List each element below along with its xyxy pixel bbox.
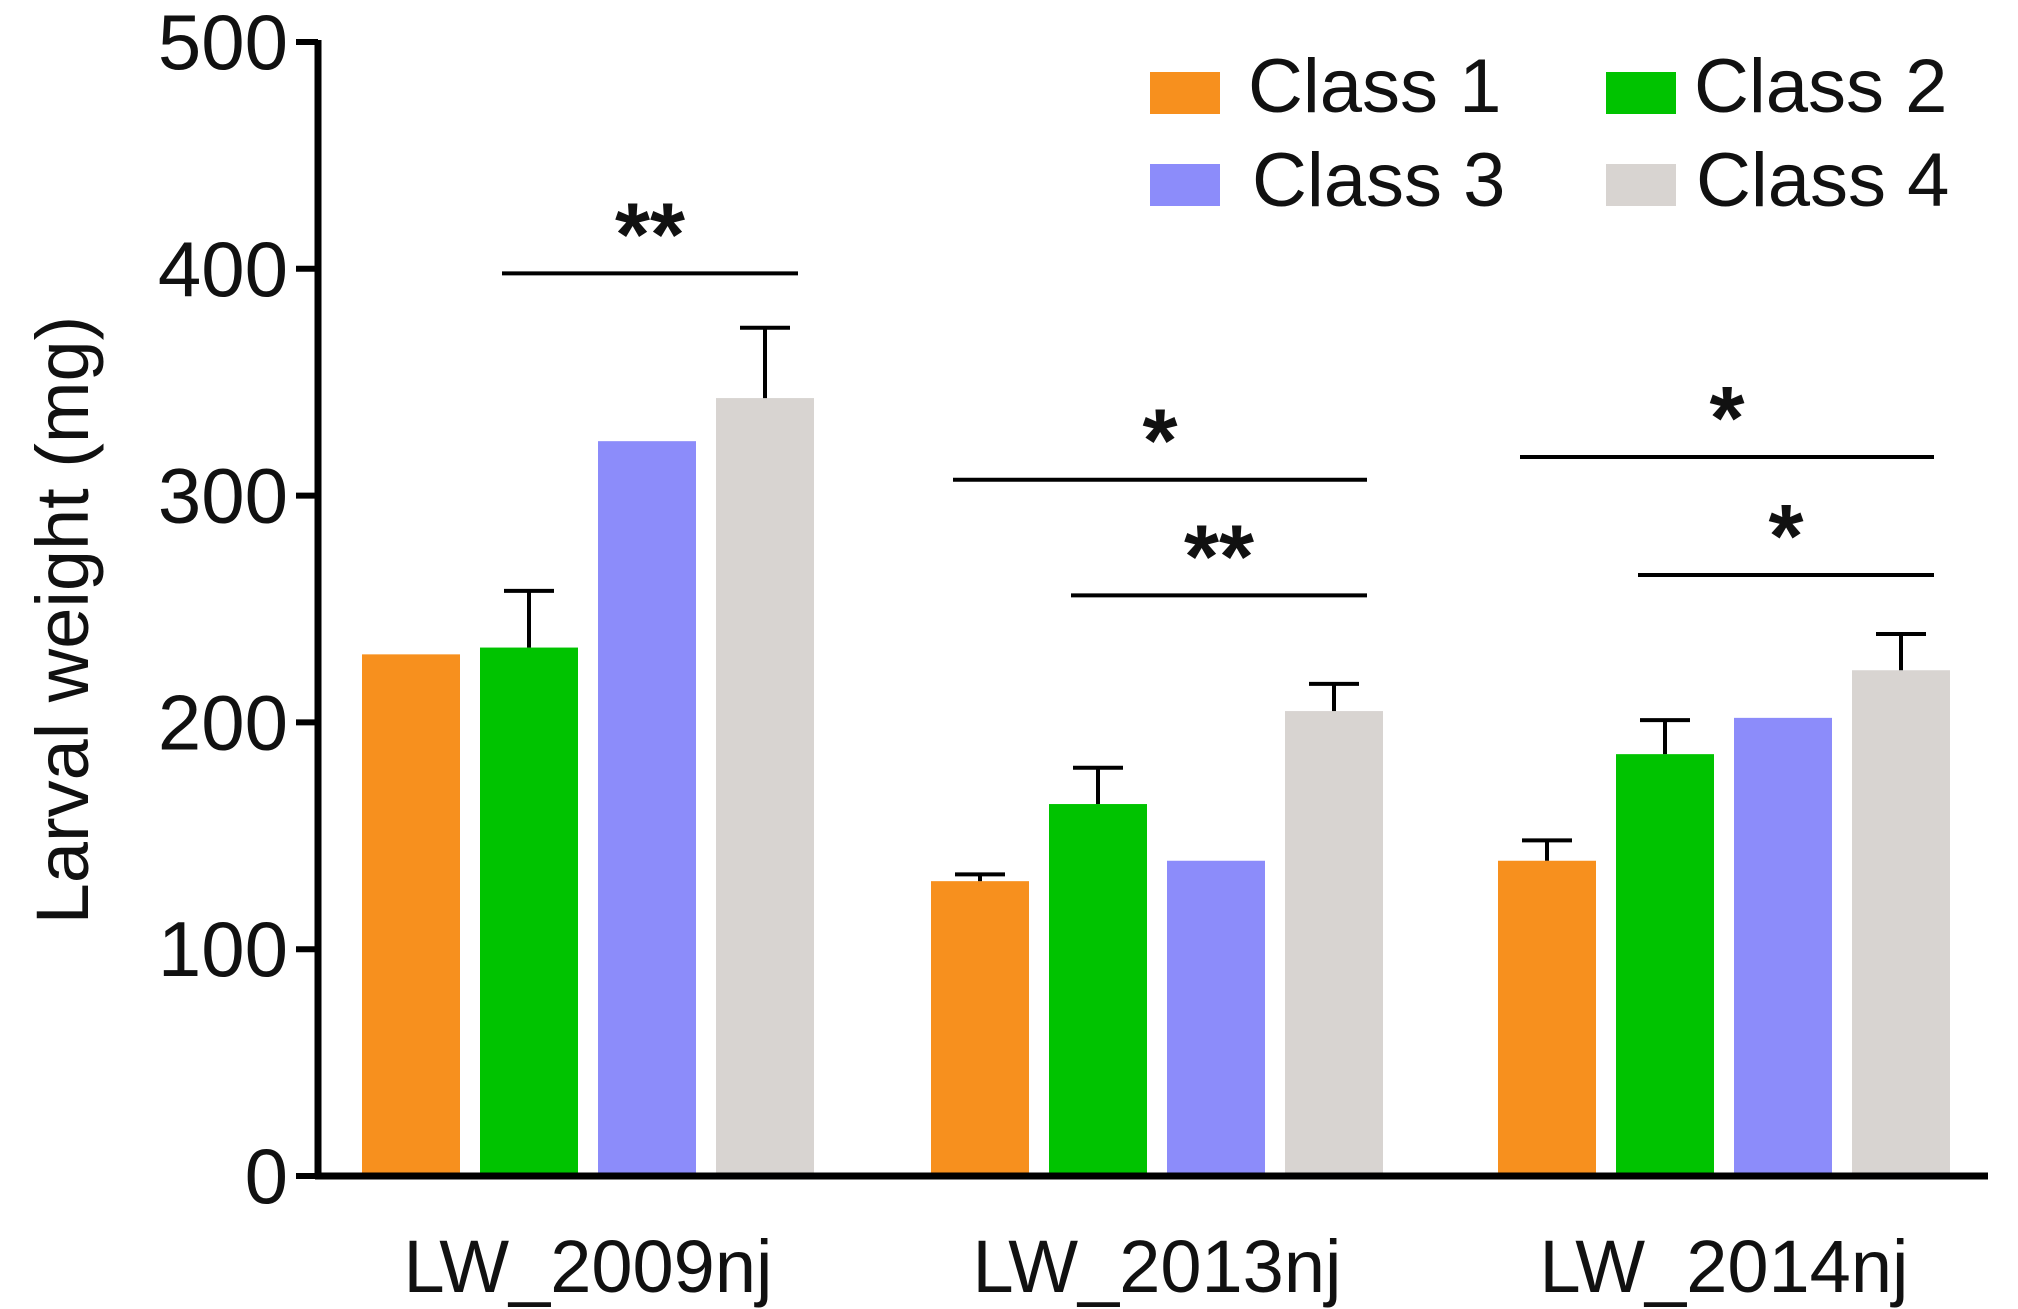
bar-class-4-lw_2013nj [1285, 711, 1383, 1176]
significance-label: ** [615, 185, 685, 285]
bar-class-4-lw_2009nj [716, 398, 814, 1176]
bar-class-2-lw_2013nj [1049, 804, 1147, 1176]
y-tick-label: 300 [158, 452, 288, 540]
legend-swatch-class-3 [1150, 164, 1220, 206]
bar-class-3-lw_2013nj [1167, 860, 1265, 1176]
bar-class-2-lw_2009nj [480, 647, 578, 1176]
y-ticks: 0 100 200 300 400 500 [158, 0, 318, 1220]
category-label: LW_2009nj [404, 1225, 773, 1308]
legend-swatch-class-1 [1150, 72, 1220, 114]
y-tick-label: 200 [158, 678, 288, 766]
category-labels: LW_2009nj LW_2013nj LW_2014nj [404, 1225, 1909, 1308]
y-tick-label: 500 [158, 0, 288, 86]
bar-class-1-lw_2014nj [1498, 860, 1596, 1176]
category-label: LW_2013nj [973, 1225, 1342, 1308]
category-label: LW_2014nj [1540, 1225, 1909, 1308]
axes [314, 40, 1988, 1180]
bar-class-3-lw_2014nj [1734, 717, 1832, 1176]
legend-label: Class 4 [1696, 138, 1949, 223]
error-bars [504, 325, 1926, 882]
legend: Class 1 Class 2 Class 3 Class 4 [1150, 44, 1949, 223]
significance-label: * [1768, 487, 1803, 587]
y-tick-label: 400 [158, 225, 288, 313]
bar-class-1-lw_2009nj [362, 654, 460, 1176]
significance-annotations: ******* [502, 185, 1934, 607]
y-axis-label: Larval weight (mg) [21, 316, 104, 925]
bars [362, 398, 1950, 1177]
bar-class-2-lw_2014nj [1616, 754, 1714, 1176]
bar-class-4-lw_2014nj [1852, 670, 1950, 1176]
legend-label: Class 1 [1248, 44, 1501, 129]
y-tick-label: 0 [245, 1132, 288, 1220]
legend-label: Class 2 [1694, 44, 1947, 129]
legend-label: Class 3 [1252, 138, 1505, 223]
legend-swatch-class-4 [1606, 164, 1676, 206]
significance-label: * [1142, 392, 1177, 492]
significance-label: ** [1184, 507, 1254, 607]
bar-class-1-lw_2013nj [931, 881, 1029, 1176]
bar-class-3-lw_2009nj [598, 441, 696, 1177]
legend-swatch-class-2 [1606, 72, 1676, 114]
significance-label: * [1709, 369, 1744, 469]
y-tick-label: 100 [158, 905, 288, 993]
